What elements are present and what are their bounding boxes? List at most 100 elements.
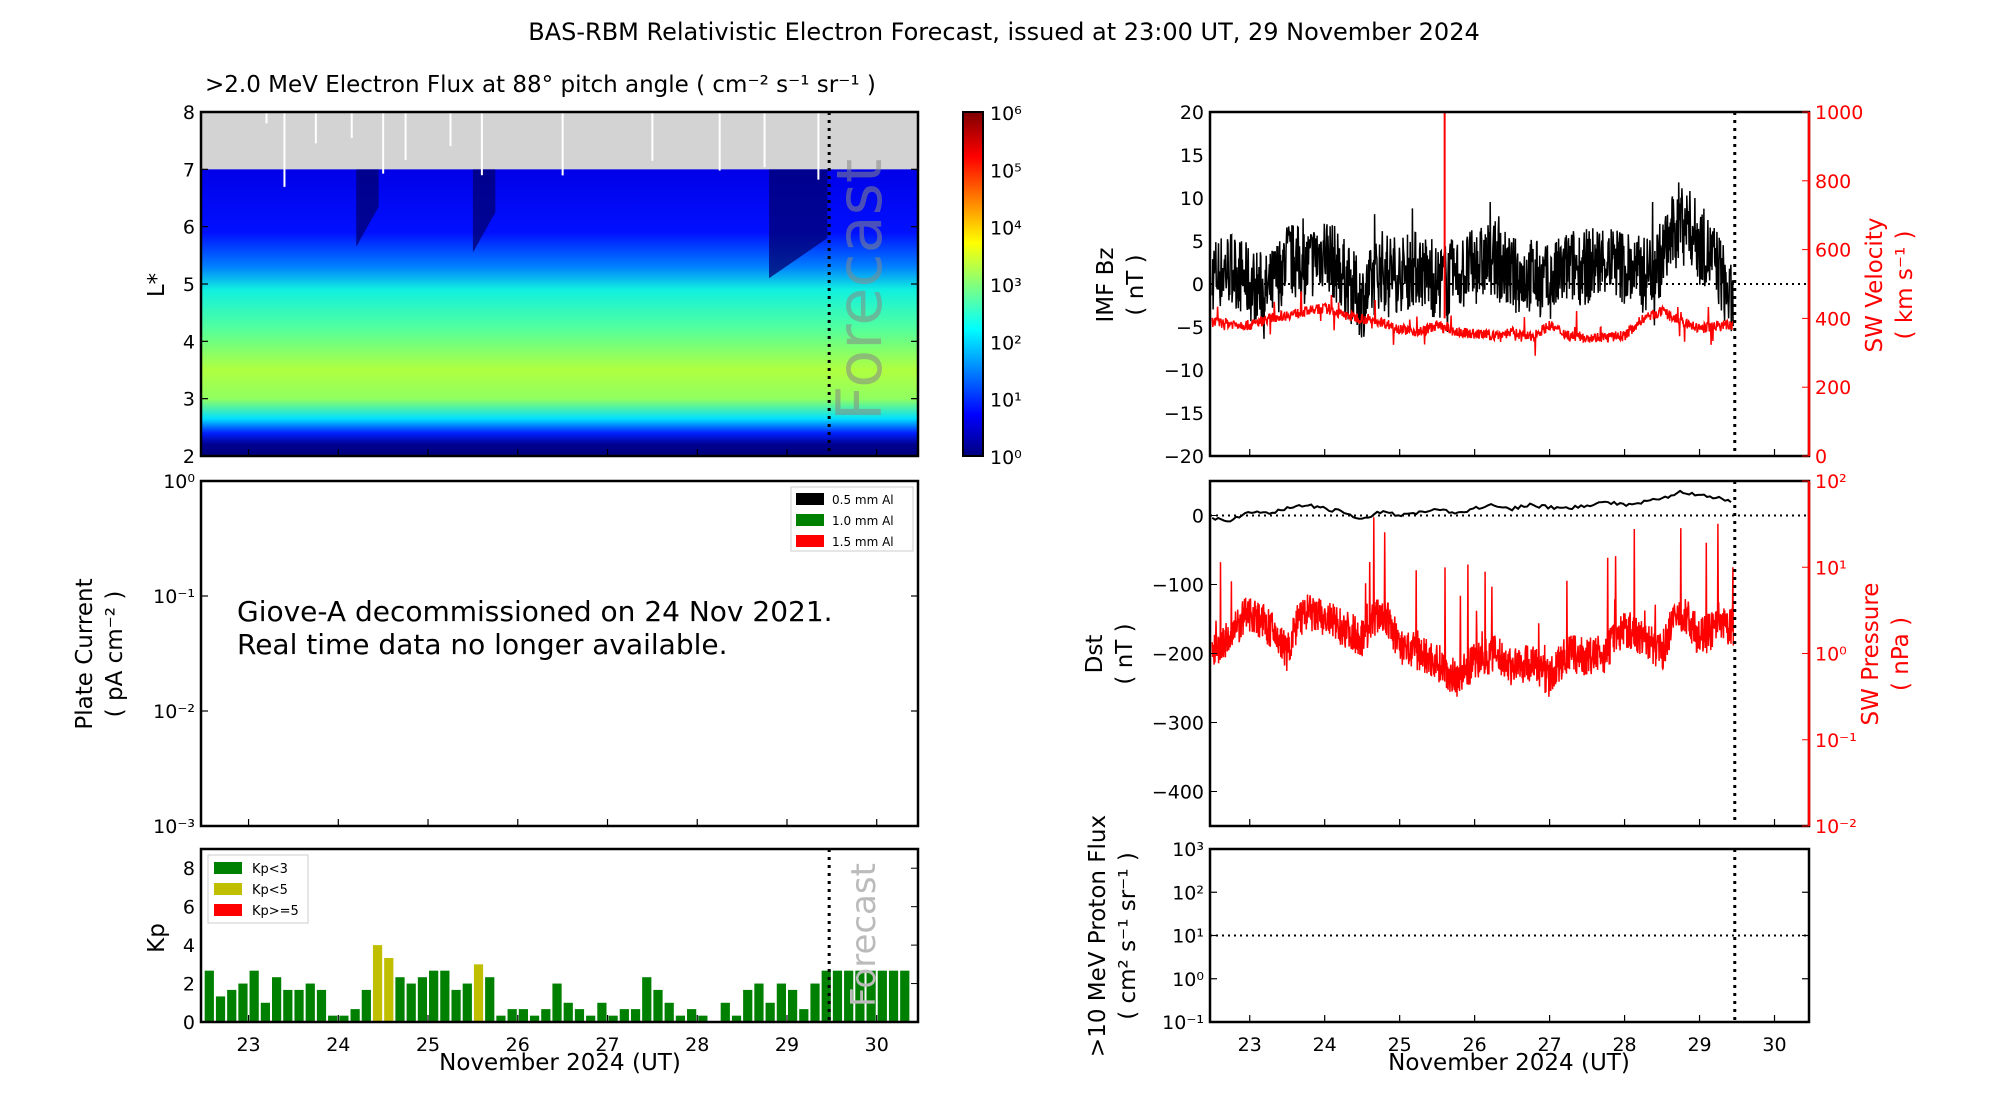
colorbar-tick-label: 10³: [990, 275, 1022, 297]
sw-velocity-axis-label: SW Velocity: [1862, 218, 1888, 353]
proton-x-xtick-label: 28: [1612, 1034, 1636, 1056]
proton-x-xtick-label: 26: [1463, 1034, 1487, 1056]
kp-bar: [238, 983, 248, 1022]
kp-bar: [305, 983, 315, 1022]
lstar-axis-tick-label: 7: [183, 159, 195, 181]
colorbar-tick-label: 10⁰: [990, 447, 1022, 469]
kp-bar: [765, 1002, 775, 1022]
legend-label: 1.0 mm Al: [832, 514, 894, 528]
kp-bar: [507, 1009, 517, 1022]
kp-bar: [496, 1015, 506, 1022]
kp-bar: [855, 970, 865, 1022]
lstar-axis-tick-label: 8: [183, 102, 195, 124]
plate-current-axis-label: Plate Current: [72, 578, 98, 729]
plate-current-axis-tick-label: 10⁻²: [153, 701, 195, 723]
kp-bar: [227, 989, 237, 1022]
dst-tick-label: 0: [1192, 506, 1204, 528]
legend-label: 1.5 mm Al: [832, 535, 894, 549]
figure-title: BAS-RBM Relativistic Electron Forecast, …: [528, 18, 1480, 46]
kp-bar: [518, 1009, 528, 1022]
bz-tick-label: −10: [1164, 360, 1204, 382]
velocity-tick-label: 0: [1815, 446, 1827, 468]
flux-dropout: [769, 169, 828, 279]
imf-bz-axis-label: IMF Bz: [1093, 247, 1119, 322]
kp-bar: [597, 1002, 607, 1022]
lstar-axis-tick-label: 2: [183, 446, 195, 468]
plate-current-axis-tick-label: 10⁻¹: [153, 586, 195, 608]
kp-bar: [563, 1002, 573, 1022]
kp-bar: [698, 1015, 708, 1022]
proton-x-xtick-label: 23: [1238, 1034, 1262, 1056]
kp-x-xtick-label: 26: [506, 1034, 530, 1056]
x-axis-label-right: November 2024 (UT): [1388, 1050, 1630, 1076]
imf-bz-line: [1211, 182, 1734, 339]
proton-axis-tick-label: 10³: [1172, 839, 1204, 861]
velocity-tick-label: 400: [1815, 308, 1851, 330]
colorbar-tick-label: 10⁵: [990, 160, 1022, 182]
imf-bz-axis-label: ( nT ): [1123, 254, 1149, 315]
kp-bar: [283, 989, 293, 1022]
sw-velocity-line: [1211, 291, 1734, 356]
kp-bar: [294, 989, 304, 1022]
colorbar-tick-label: 10⁶: [990, 103, 1022, 125]
proton-axis-label: ( cm² s⁻¹ sr⁻¹ ): [1115, 852, 1141, 1020]
x-axis-label-left: November 2024 (UT): [439, 1050, 681, 1076]
kp-tick-label: 2: [183, 974, 195, 996]
kp-tick-label: 8: [183, 858, 195, 880]
kp-bar: [821, 970, 831, 1022]
giove-note: Real time data no longer available.: [237, 628, 728, 661]
lstar-axis-label: L*: [144, 273, 170, 297]
pressure-tick-label: 10⁻¹: [1815, 730, 1857, 752]
flux-dropout: [356, 169, 379, 247]
kp-legend-swatch: [214, 904, 242, 916]
velocity-tick-label: 600: [1815, 240, 1851, 262]
pressure-tick-label: 10¹: [1815, 557, 1847, 579]
no-data-region: [201, 112, 918, 170]
kp-bar: [776, 983, 786, 1022]
pressure-tick-label: 10²: [1815, 471, 1847, 493]
dst-tick-label: −400: [1152, 782, 1204, 804]
kp-tick-label: 4: [183, 935, 195, 957]
lstar-axis-tick-label: 5: [183, 274, 195, 296]
plate-current-axis-label: ( pA cm⁻² ): [102, 591, 128, 718]
kp-bar: [406, 983, 416, 1022]
kp-bar: [630, 1009, 641, 1022]
kp-forecast-watermark: Forecast: [844, 863, 884, 1007]
kp-bar: [754, 983, 764, 1022]
dst-axis-label: ( nT ): [1112, 623, 1138, 684]
kp-bar: [395, 977, 405, 1022]
sw-pressure-line: [1211, 517, 1735, 697]
kp-bar: [743, 989, 753, 1022]
kp-bar: [529, 1015, 540, 1022]
colorbar-tick-label: 10⁴: [990, 218, 1022, 240]
kp-bar: [799, 1009, 809, 1022]
kp-bar: [877, 970, 887, 1022]
kp-bar: [642, 977, 652, 1022]
kp-legend-label: Kp>=5: [252, 904, 299, 919]
kp-bar: [810, 983, 820, 1022]
proton-x-xtick-label: 27: [1538, 1034, 1562, 1056]
dst-tick-label: −200: [1152, 644, 1204, 666]
kp-bar: [574, 1009, 585, 1022]
kp-bar: [249, 970, 259, 1022]
kp-bar: [687, 1009, 697, 1022]
sw-pressure-axis-label: ( nPa ): [1888, 617, 1914, 691]
kp-x-xtick-label: 23: [236, 1034, 260, 1056]
kp-x-xtick-label: 27: [595, 1034, 619, 1056]
kp-bar: [451, 989, 461, 1022]
kp-bar: [361, 989, 371, 1022]
colorbar: [962, 111, 984, 457]
kp-bar: [271, 977, 282, 1022]
kp-bar: [866, 970, 876, 1022]
kp-legend-label: Kp<5: [252, 883, 288, 898]
kp-bar: [731, 1015, 742, 1022]
kp-x-xtick-label: 28: [685, 1034, 709, 1056]
kp-bar: [653, 989, 663, 1022]
dst-line: [1211, 489, 1732, 523]
bz-tick-label: −20: [1164, 446, 1204, 468]
lstar-axis-tick-label: 3: [183, 389, 195, 411]
pressure-tick-label: 10⁰: [1815, 644, 1847, 666]
forecast-watermark: Forecast: [823, 159, 896, 421]
dst-axis-label: Dst: [1082, 635, 1108, 674]
kp-x-xtick-label: 25: [416, 1034, 440, 1056]
